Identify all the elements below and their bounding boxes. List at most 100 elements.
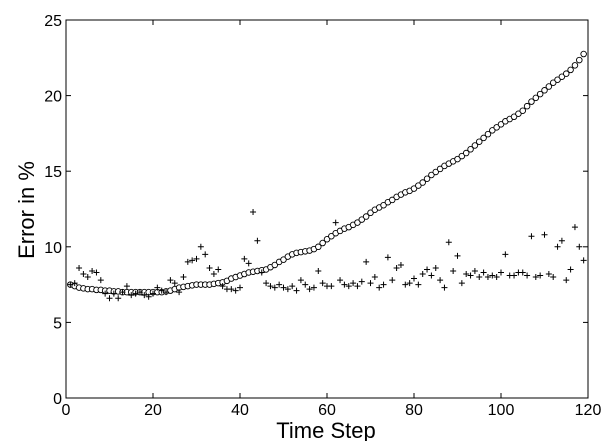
data-point-plus (424, 266, 431, 273)
data-point-circle (280, 256, 287, 263)
data-point-circle (567, 66, 574, 74)
data-point-plus (258, 269, 265, 276)
data-point-plus (93, 269, 100, 276)
data-point-plus (102, 290, 109, 297)
data-point-plus (150, 290, 156, 297)
data-point-plus (550, 274, 557, 281)
data-point-plus (167, 277, 174, 284)
data-point-plus (132, 290, 139, 297)
data-point-plus (537, 272, 544, 279)
data-point-plus (345, 283, 352, 290)
data-point-circle (497, 121, 505, 128)
data-point-plus (276, 281, 283, 288)
data-point-circle (354, 219, 361, 226)
y-axis-label: Error in % (14, 161, 39, 259)
data-point-plus (319, 280, 326, 287)
data-point-plus (202, 251, 209, 258)
data-point-plus (415, 281, 422, 288)
data-point-plus (341, 281, 348, 288)
data-point-circle (571, 62, 579, 69)
data-point-circle (271, 261, 279, 269)
data-point-circle (323, 235, 331, 243)
data-point-plus (184, 258, 191, 265)
x-tick-label: 80 (405, 402, 423, 419)
x-tick-label: 20 (144, 402, 162, 419)
data-point-circle (467, 146, 474, 153)
data-point-plus (310, 284, 317, 291)
data-point-plus (428, 272, 435, 279)
data-point-plus (271, 284, 278, 291)
data-point-plus (524, 272, 531, 279)
data-point-plus (145, 293, 152, 300)
data-point-plus (302, 281, 309, 288)
data-point-plus (502, 251, 509, 258)
data-point-plus (393, 264, 400, 271)
y-tick-label: 15 (44, 164, 62, 181)
data-point-circle (454, 155, 461, 163)
data-point-plus (154, 284, 161, 291)
y-tick-label: 5 (53, 315, 62, 332)
data-point-plus (306, 286, 313, 293)
data-point-plus (498, 269, 504, 276)
data-point-plus (67, 281, 74, 288)
data-point-plus (467, 272, 474, 279)
data-point-circle (523, 102, 531, 110)
data-point-circle (410, 185, 418, 192)
data-point-plus (210, 271, 217, 278)
data-point-plus (297, 277, 304, 284)
y-tick-label: 0 (53, 391, 62, 408)
data-point-plus (163, 289, 170, 296)
data-point-circle (510, 113, 518, 121)
x-tick-label: 0 (62, 402, 71, 419)
data-point-plus (237, 284, 243, 291)
data-point-plus (454, 252, 461, 259)
data-point-circle (493, 124, 500, 131)
data-point-plus (528, 233, 535, 240)
data-point-plus (337, 277, 344, 284)
data-point-circle (380, 201, 387, 209)
data-point-circle (432, 168, 440, 176)
data-point-circle (419, 179, 426, 186)
data-point-plus (76, 264, 83, 271)
data-point-plus (254, 237, 261, 244)
x-tick-label: 120 (575, 402, 602, 419)
data-point-circle (576, 56, 583, 64)
data-point-plus (197, 243, 204, 250)
data-point-plus (445, 239, 452, 246)
data-point-plus (97, 277, 104, 284)
data-point-circle (515, 110, 522, 117)
data-point-circle (362, 213, 370, 220)
data-point-circle (545, 83, 553, 90)
data-point-circle (389, 196, 396, 204)
data-point-circle (489, 127, 496, 134)
data-point-circle (328, 232, 335, 240)
data-point-plus (406, 280, 413, 287)
y-tick-label: 10 (44, 240, 62, 257)
data-point-plus (171, 280, 178, 287)
data-point-circle (462, 149, 470, 157)
data-point-plus (228, 286, 235, 293)
data-point-plus (476, 274, 483, 281)
data-point-plus (511, 272, 518, 279)
x-axis-label: Time Step (276, 418, 375, 441)
data-point-plus (189, 257, 196, 264)
data-point-plus (241, 255, 248, 262)
data-point-circle (471, 142, 479, 149)
y-tick-label: 25 (44, 13, 62, 30)
data-point-plus (180, 274, 187, 281)
data-point-circle (476, 138, 483, 145)
data-point-plus (563, 277, 570, 284)
data-point-circle (319, 239, 326, 247)
data-point-plus (219, 283, 226, 290)
data-point-plus (123, 283, 130, 290)
data-point-circle (367, 209, 374, 217)
data-point-plus (84, 274, 91, 281)
data-point-plus (371, 274, 378, 281)
data-point-circle (436, 165, 444, 173)
data-point-plus (571, 224, 578, 231)
data-point-circle (480, 134, 487, 142)
data-point-plus (71, 280, 78, 287)
data-point-plus (206, 264, 213, 271)
data-point-plus (315, 267, 322, 274)
